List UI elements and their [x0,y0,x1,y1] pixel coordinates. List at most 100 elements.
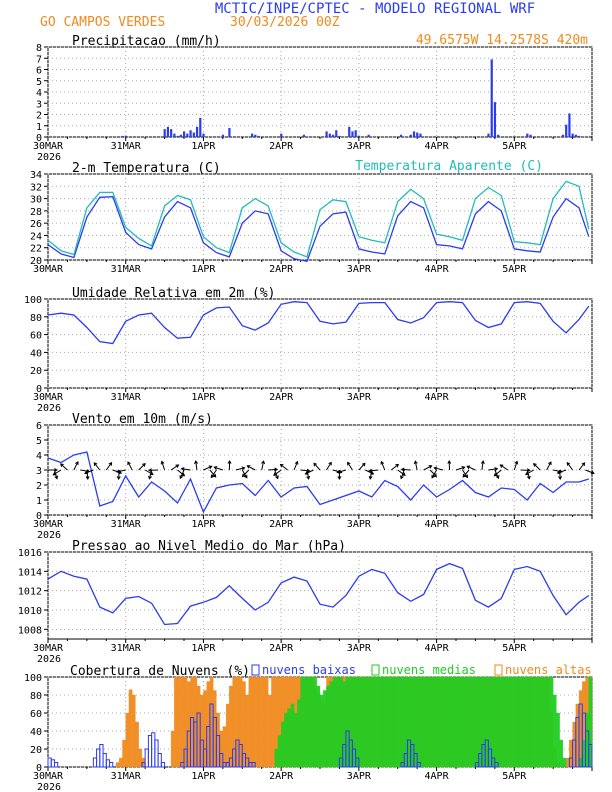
cloud-bar-nuvens-medias [472,676,476,768]
wind-arrowhead [142,463,146,467]
cloud-bar-nuvens-medias [277,735,282,768]
wind-vector [293,461,298,471]
wind-arrowhead [462,473,467,478]
wind-arrowhead [181,472,186,477]
wind-vector [401,468,411,471]
cloud-bar-nuvens-medias [523,676,528,768]
precip-bar [221,134,225,137]
y-tick-label: 32 [30,182,42,193]
cloud-bar-nuvens-medias [536,676,541,768]
x-tick-label: 5APR [502,392,527,403]
precip-bar [487,133,490,137]
cloud-bar-nuvens-medias [329,681,334,768]
cloud-bar-nuvens-medias [313,676,317,768]
cloud-bar-nuvens-medias [514,676,518,768]
precip-bar [497,134,500,137]
cloud-bar-nuvens-altas [268,694,272,768]
cloud-bar-nuvens-medias [465,676,470,768]
y-tick-label: 0 [36,763,42,774]
y-tick-label: 6 [36,421,42,432]
wind-arrowhead [499,464,504,468]
cloud-bar-nuvens-baixas [157,753,162,768]
precip-bar [419,133,422,137]
cloud-bar-nuvens-medias [384,676,389,768]
y-tick-label: 5 [36,77,42,88]
x-tick-label: 2APR [269,392,294,403]
precip-bar [565,124,568,137]
wind-arrowhead [275,475,279,480]
x-tick-label: 2APR [269,771,294,782]
cloud-bar-nuvens-altas [170,730,175,768]
wind-vector [481,461,484,471]
cloud-bar-nuvens-medias [517,676,521,768]
y-tick-label: 3 [36,99,42,110]
precip-bar [571,133,574,137]
wind-arrowhead [566,461,571,466]
cloud-bar-nuvens-medias [442,676,447,768]
wind-arrowhead [179,475,184,480]
series [47,180,590,262]
x-tick-label: 4APR [425,141,450,152]
panel-temp: 2-m Temperatura (C) Temperatura Aparente… [30,159,593,275]
wind-arrowhead [108,461,113,466]
header-run: 30/03/2026 00Z [230,15,340,30]
wind-arrowhead [558,476,563,480]
wind-arrowhead [361,462,366,467]
wind-arrowhead [368,468,373,473]
cloud-bar-nuvens-medias [332,676,337,768]
year-label: 2026 [37,782,61,792]
wind-arrowhead [160,460,165,465]
wind-vector [116,469,126,473]
cloud-bar-nuvens-baixas [219,753,224,768]
wind-arrowhead [548,461,552,466]
series-line-Temperatura-Aparente-(C) [47,180,590,258]
precip-bar [328,133,331,137]
wind-vector [214,466,224,471]
y-tick-label: 4 [36,88,42,99]
wind-vector [513,461,518,471]
wind-vector [177,469,185,477]
precip-bar [121,135,124,137]
precip-bar [529,134,532,137]
cloud-bar-nuvens-medias [387,676,392,768]
precip-bar [251,133,254,137]
cloud-bar-nuvens-medias [280,721,285,768]
legend-swatch-altas [494,664,503,676]
cloud-bar-nuvens-altas [125,712,130,768]
wind-vector [347,462,353,471]
x-tick-label: 5APR [502,643,527,654]
cloud-bar-nuvens-medias [358,676,363,768]
cloud-bar-nuvens-medias [371,676,376,768]
wind-vector [138,463,146,471]
x-tick-label: 1APR [191,643,216,654]
cloud-bar-nuvens-medias [540,676,544,768]
cloud-bar-nuvens-altas [122,739,126,768]
wind-arrowhead [328,461,332,466]
wind-vector [280,464,288,471]
series-line-2-m-Temperatura-(C) [47,196,590,262]
panel-title: 2-m Temperatura (C) [72,161,221,176]
precip-bar [228,128,231,137]
wind-vector [337,469,347,473]
cloud-bar-nuvens-medias [530,676,534,768]
cloud-bar-nuvens-altas [251,676,256,768]
cloud-bar-nuvens-medias [290,703,295,768]
wind-vector [203,465,212,471]
wind-arrowhead [525,471,529,476]
wind-arrowhead [273,472,277,476]
wind-arrowhead [210,474,215,479]
wind-arrowhead [175,464,180,468]
wind-vector [462,469,468,478]
y-tick-label: 80 [30,691,42,702]
x-tick-label: 3APR [347,141,372,152]
wind-vector [423,465,432,471]
cloud-bar-nuvens-medias [520,676,525,768]
wind-arrowhead [581,462,586,466]
cloud-bar-nuvens-medias [552,694,557,768]
wind-arrowhead [208,465,213,470]
wind-vector [578,462,585,471]
wind-arrowhead [75,461,79,465]
panel-wind: Vento em 10m (m/s) 2026 0 1 2 3 4 5 6 30MAR 31MA… [33,412,595,541]
wind-arrowhead [400,467,405,472]
wind-vector [235,467,245,471]
